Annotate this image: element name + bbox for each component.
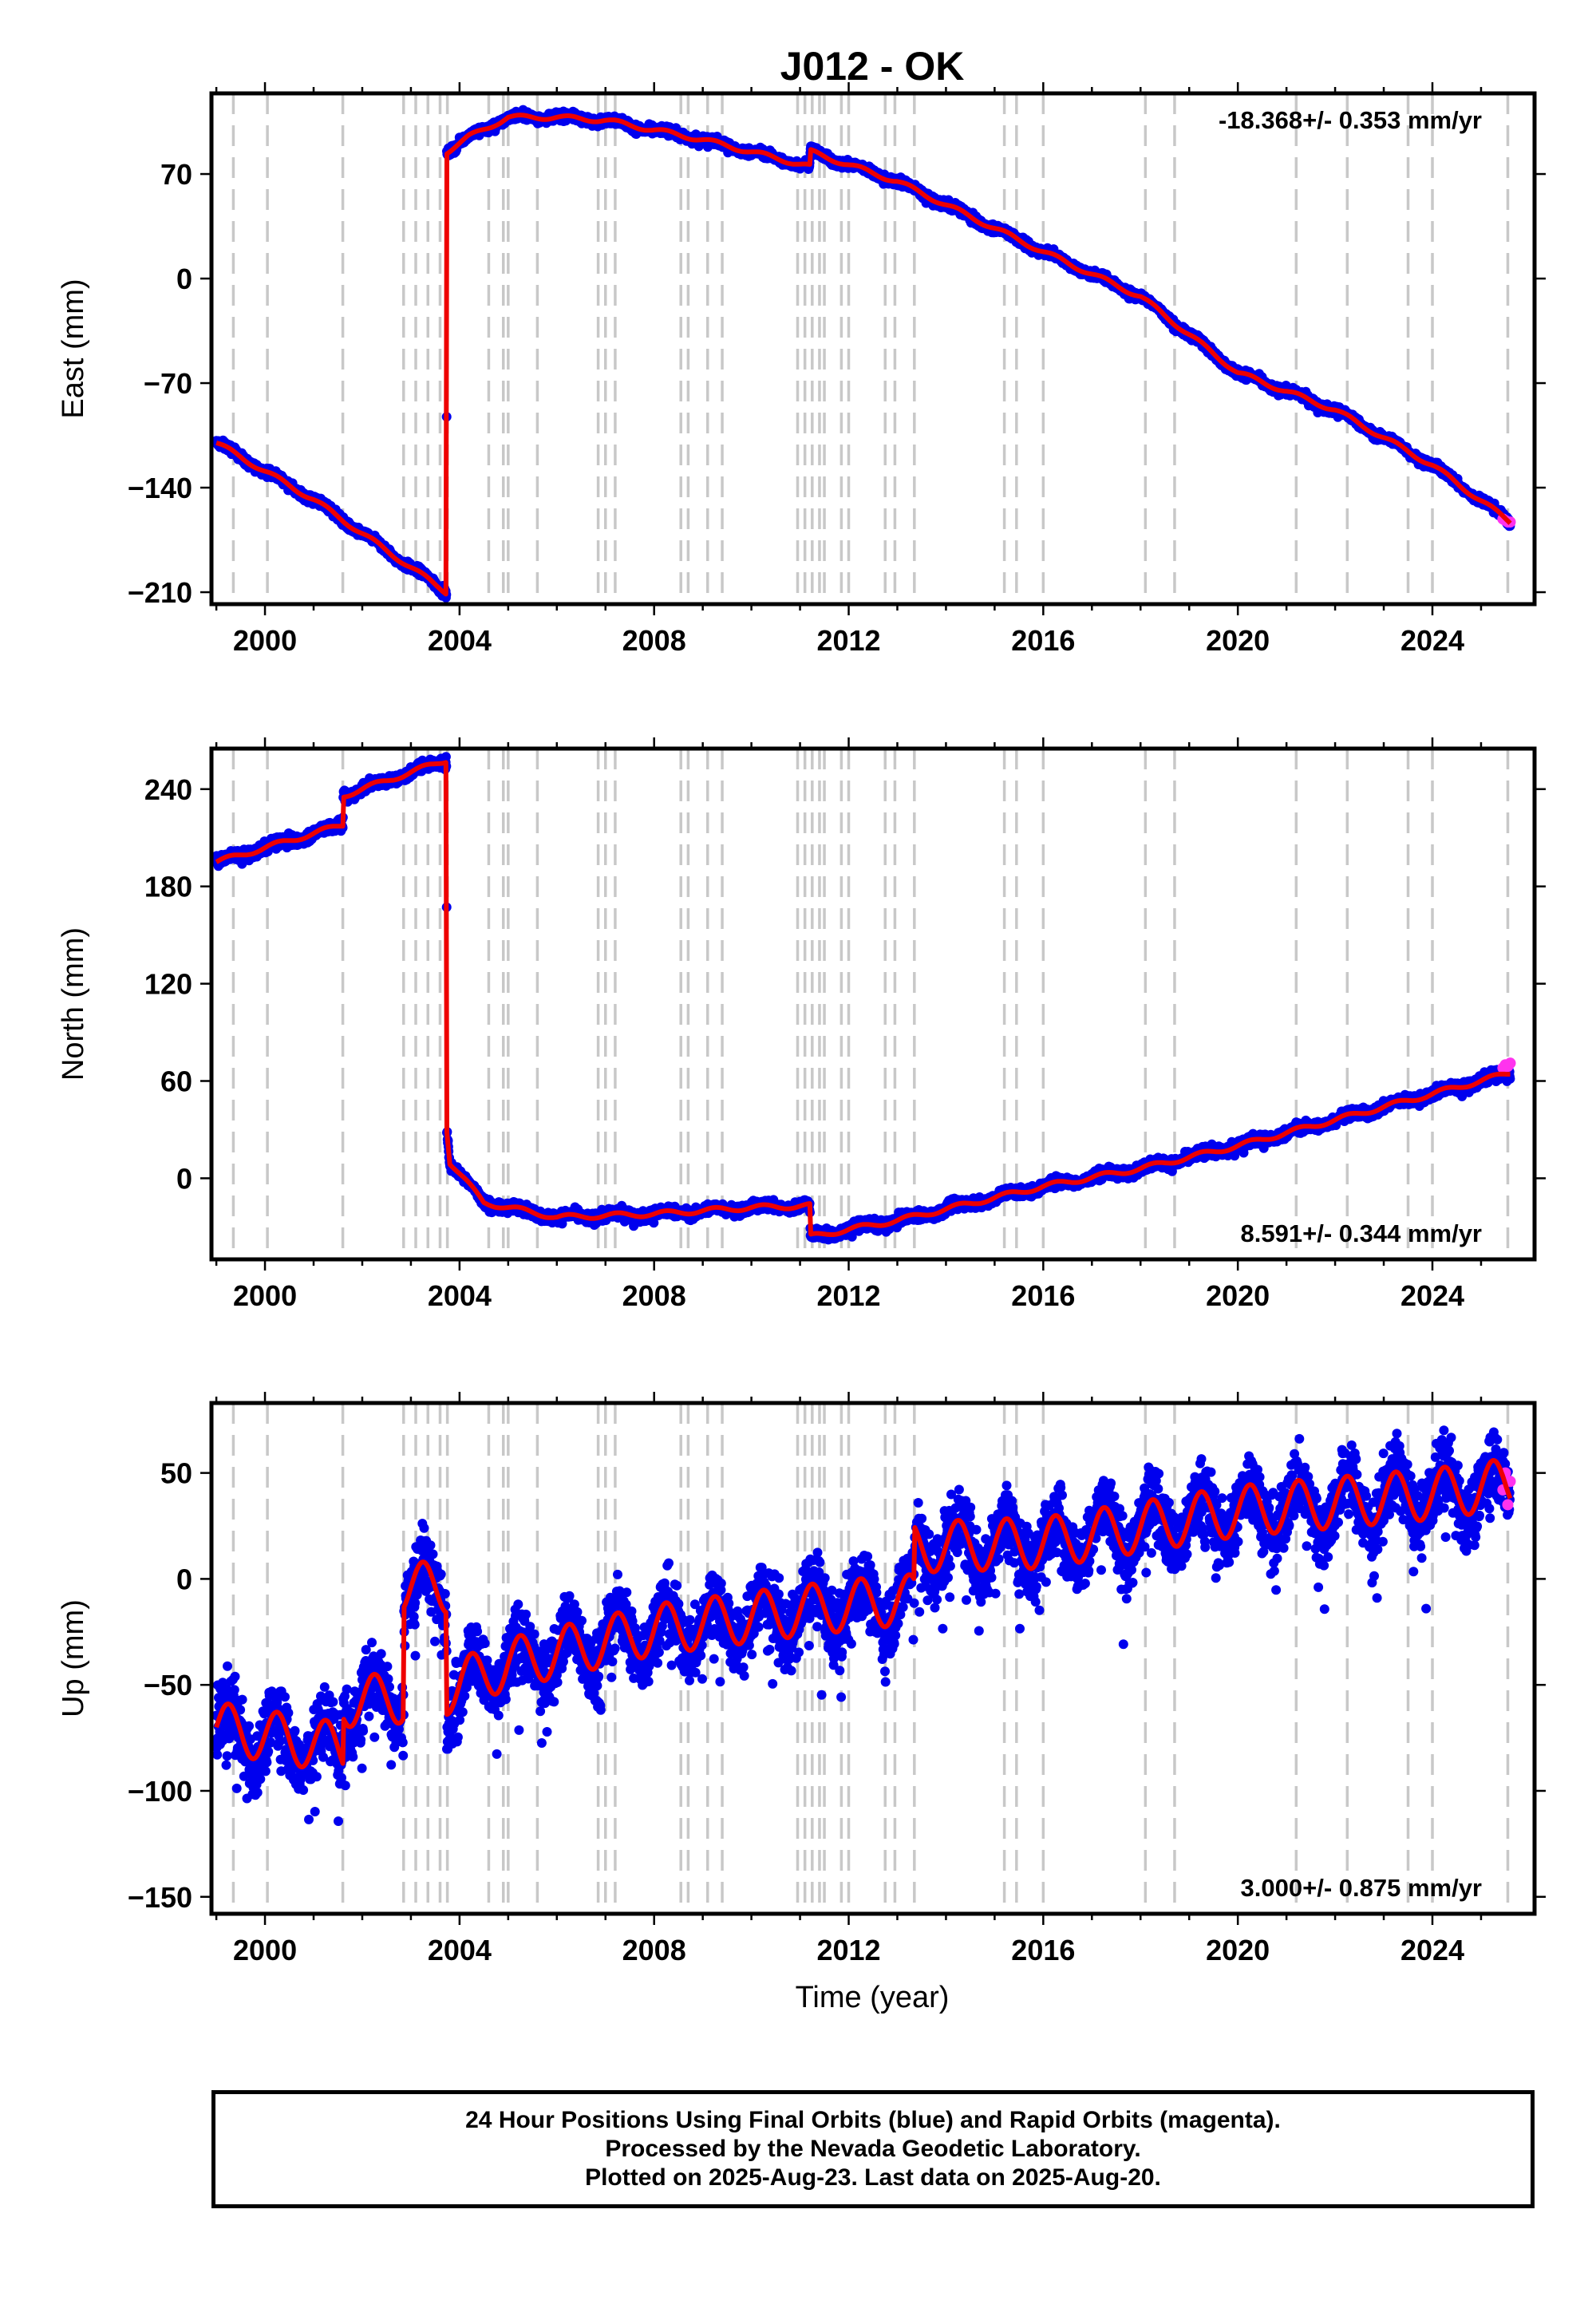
y-tick-label: −140 bbox=[128, 472, 192, 504]
east-rate-label: -18.368+/- 0.353 mm/yr bbox=[1219, 106, 1482, 134]
y-tick-label: −210 bbox=[128, 576, 192, 609]
east-daily-positions bbox=[211, 105, 1515, 603]
x-tick-label: 2012 bbox=[816, 624, 880, 657]
x-tick-label: 2000 bbox=[233, 624, 297, 657]
x-tick-label: 2020 bbox=[1206, 624, 1270, 657]
x-tick-label: 2004 bbox=[428, 624, 492, 657]
y-tick-label: −70 bbox=[144, 367, 192, 400]
north-panel: 2000 2004 2008 2012 2016 2020 2024060120180240… bbox=[57, 737, 1546, 1312]
north-daily-positions bbox=[211, 752, 1515, 1245]
x-tick-label: 2008 bbox=[622, 624, 686, 657]
chart-title: J012 - OK bbox=[780, 44, 965, 89]
x-tick-label: 2024 bbox=[1400, 624, 1464, 657]
east-model-line bbox=[215, 113, 1512, 597]
y-tick-label: 70 bbox=[160, 158, 192, 191]
x-tick-label: 2016 bbox=[1011, 624, 1075, 657]
east-y-axis-label: East (mm) bbox=[57, 279, 90, 418]
east-panel: 2000 2004 2008 2012 2016 2020 2024 −210 −140 −70 0… bbox=[57, 82, 1546, 657]
y-tick-label: 0 bbox=[176, 263, 192, 295]
